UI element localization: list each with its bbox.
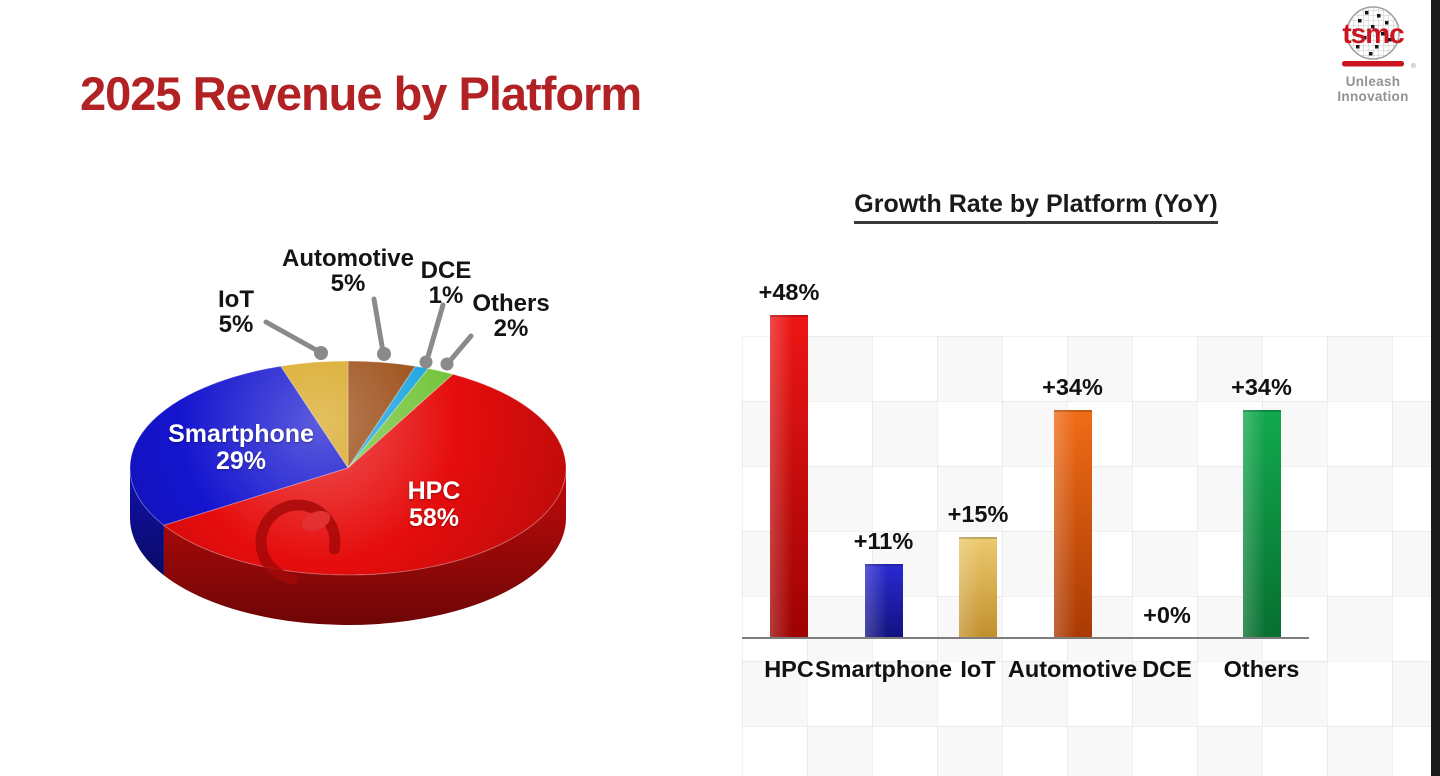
bar-iot — [959, 537, 997, 638]
wafer-grid — [1347, 7, 1399, 59]
pie-leader-others — [446, 333, 474, 365]
bar-chart-axis — [742, 637, 1309, 639]
bar-value-iot: +15% — [947, 501, 1009, 527]
bar-label-iot: IoT — [960, 656, 996, 682]
bar-value-dce: +0% — [1143, 602, 1191, 628]
tsmc-logo: tsmc ® Unleash Innovation — [1312, 5, 1434, 104]
bar-value-smartphone: +11% — [853, 528, 914, 554]
pie-label-automotive: Automotive 5% — [282, 245, 414, 298]
pie-label-hpc: HPC 58% — [407, 477, 461, 532]
revenue-pie-chart — [129, 296, 567, 626]
pie-slice-side-smartphone — [130, 468, 164, 576]
bar-label-hpc: HPC — [764, 656, 814, 682]
pie-label-smartphone: Smartphone 29% — [168, 420, 314, 475]
bar-value-automotive: +34% — [1042, 374, 1103, 400]
tsmc-tagline: Unleash Innovation — [1337, 74, 1409, 104]
bar-others — [1242, 410, 1281, 638]
pie-slice-iot — [279, 360, 349, 470]
pie-label-dce: DCE 1% — [420, 257, 472, 310]
pie-slice-smartphone — [129, 365, 349, 526]
pie-slice-side-hpc — [163, 468, 566, 626]
bar-smartphone — [864, 564, 903, 638]
pie-slice-dce — [347, 365, 430, 469]
bar-label-automotive: Automotive — [1007, 656, 1138, 682]
pie-leader-dot-others — [440, 357, 454, 371]
bar-value-others: +34% — [1231, 374, 1292, 400]
pie-slice-automotive — [347, 360, 417, 470]
tsmc-wafer-icon: tsmc ® — [1342, 6, 1416, 70]
pie-label-iot: IoT 5% — [218, 286, 254, 339]
pie-leader-dce — [424, 302, 446, 363]
bar-label-others: Others — [1223, 656, 1300, 682]
bar-hpc — [770, 315, 808, 638]
bar-value-hpc: +48% — [758, 279, 820, 305]
bar-label-dce: DCE — [1142, 656, 1192, 682]
tsmc-logo-underline — [1342, 61, 1404, 67]
bar-chart-title-text: Growth Rate by Platform (YoY) — [854, 190, 1218, 224]
bar-automotive — [1053, 410, 1092, 638]
red-slice-swirl-watermark — [255, 499, 341, 585]
pie-slice-others — [347, 367, 455, 469]
slide-title: 2025 Revenue by Platform — [80, 67, 642, 120]
bar-chart-title: Growth Rate by Platform (YoY) — [826, 190, 1246, 224]
pie-leader-dot-dce — [419, 355, 433, 369]
tsmc-logo-text: tsmc — [1342, 18, 1404, 49]
screen-right-edge-bar — [1431, 0, 1440, 776]
pie-leader-iot — [263, 319, 321, 354]
registered-trademark-symbol: ® — [1411, 62, 1416, 70]
pie-leader-dot-iot — [314, 346, 328, 360]
pie-leader-automotive — [371, 296, 386, 355]
bar-label-smartphone: Smartphone — [814, 656, 953, 682]
pie-leader-dot-automotive — [377, 347, 391, 361]
pie-label-others: Others 2% — [472, 290, 550, 343]
